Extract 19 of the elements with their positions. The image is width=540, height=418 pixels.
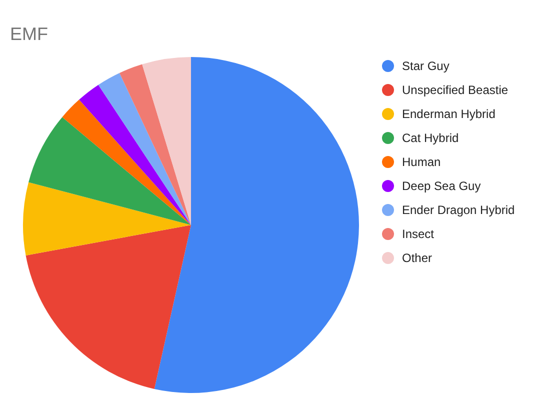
pie-slice (62, 100, 191, 225)
legend-label: Other (402, 251, 432, 265)
pie-slice (23, 182, 191, 256)
legend-label: Enderman Hybrid (402, 107, 496, 121)
legend-label: Ender Dragon Hybrid (402, 203, 515, 217)
pie-slice (98, 72, 191, 225)
legend-label: Human (402, 155, 441, 169)
pie-slice (119, 64, 191, 225)
legend-label: Insect (402, 227, 435, 241)
pie-slice (154, 57, 359, 393)
legend-label: Deep Sea Guy (402, 179, 481, 193)
legend-label: Cat Hybrid (402, 131, 459, 145)
pie-slice (142, 57, 191, 225)
legend-label: Star Guy (402, 59, 450, 73)
chart-title: EMF (10, 24, 48, 44)
legend-label: Unspecified Beastie (402, 83, 508, 97)
pie-slice (26, 225, 191, 389)
pie-slice (79, 84, 191, 225)
pie-slice (28, 117, 191, 225)
